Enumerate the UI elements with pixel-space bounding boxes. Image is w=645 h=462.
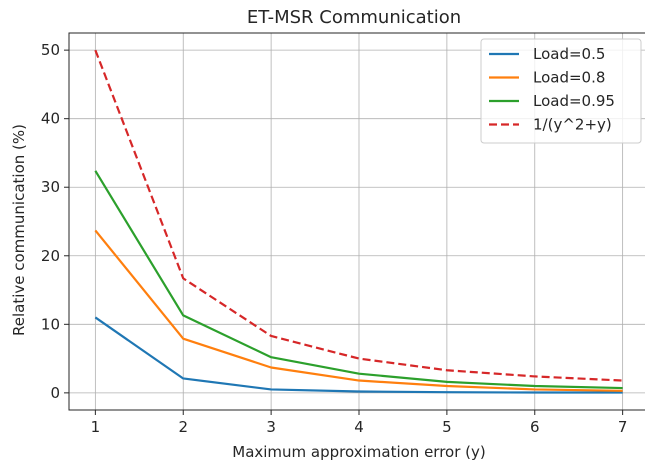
x-axis-label: Maximum approximation error (y) xyxy=(232,443,485,461)
ticks: 1 2 3 4 5 6 7 0 10 20 30 40 50 xyxy=(41,41,628,436)
series-line xyxy=(94,229,623,392)
y-tick-label: 30 xyxy=(41,178,60,196)
legend-label: Load=0.8 xyxy=(533,69,605,87)
legend-box xyxy=(480,38,642,144)
chart-title: ET-MSR Communication xyxy=(247,7,461,28)
y-tick-label: 40 xyxy=(41,110,60,128)
series-line xyxy=(94,49,623,382)
y-tick-label: 20 xyxy=(41,247,60,265)
series-layer xyxy=(94,49,623,394)
x-tick-label: 1 xyxy=(91,418,101,436)
y-tick-label: 50 xyxy=(41,41,60,59)
legend: Load=0.5 Load=0.8 Load=0.95 1/(y^2+y) xyxy=(480,38,642,144)
legend-label: Load=0.95 xyxy=(533,92,615,110)
x-tick-label: 7 xyxy=(618,418,628,436)
y-tick-label: 10 xyxy=(41,315,60,333)
x-tick-label: 2 xyxy=(178,418,188,436)
x-tick-label: 3 xyxy=(266,418,276,436)
y-axis-label: Relative communication (%) xyxy=(10,124,28,336)
series-line xyxy=(94,316,623,394)
y-tick-label: 0 xyxy=(50,384,60,402)
x-tick-label: 4 xyxy=(354,418,364,436)
series-line xyxy=(94,170,623,390)
legend-label: Load=0.5 xyxy=(533,45,605,63)
x-tick-label: 6 xyxy=(530,418,540,436)
legend-label: 1/(y^2+y) xyxy=(533,116,612,134)
x-tick-label: 5 xyxy=(442,418,452,436)
